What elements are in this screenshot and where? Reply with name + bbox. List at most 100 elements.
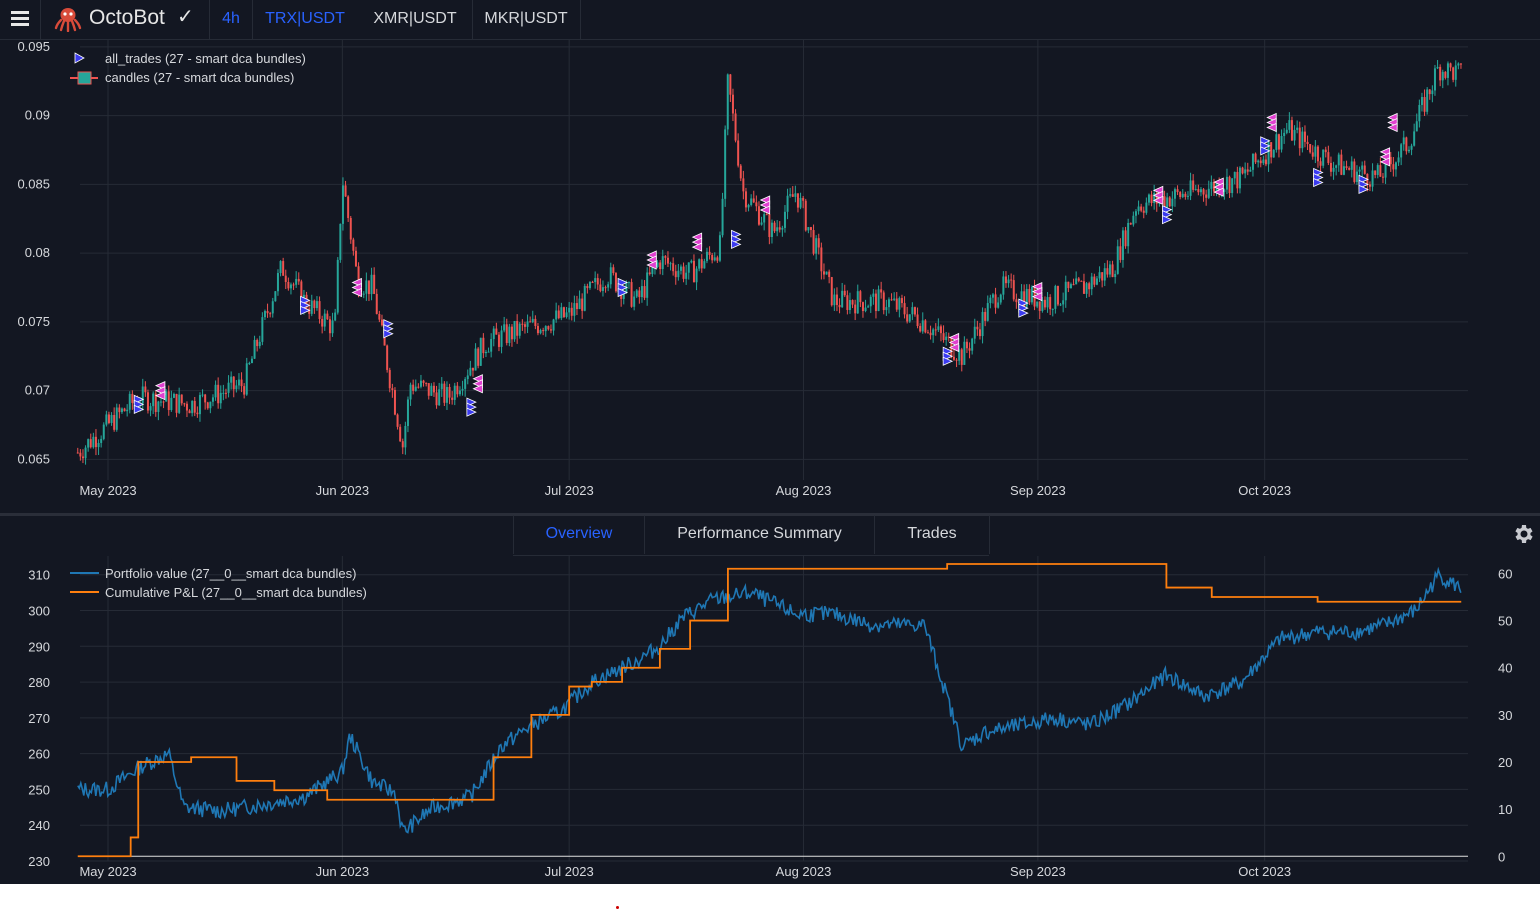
- candle-body: [1142, 210, 1145, 213]
- legend-candles: candles (27 - smart dca bundles): [105, 70, 294, 85]
- bottom-legend: Portfolio value (27__0__smart dca bundle…: [70, 566, 367, 600]
- candle-body: [1119, 246, 1122, 260]
- candle-body: [237, 379, 240, 386]
- candle-body: [887, 299, 890, 308]
- candle-body: [731, 94, 734, 114]
- candle-body: [1012, 280, 1015, 300]
- candle-body: [1355, 171, 1358, 182]
- candle-body: [1446, 63, 1449, 78]
- tab-overview[interactable]: Overview: [513, 515, 644, 554]
- candle-body: [1452, 67, 1455, 80]
- candle-body: [339, 223, 342, 260]
- candle-body: [1212, 181, 1215, 192]
- candle-body: [906, 314, 909, 322]
- candle-body: [856, 291, 859, 314]
- top-gridlines: [80, 40, 1468, 480]
- candle-body: [1361, 165, 1364, 170]
- pane-divider[interactable]: [0, 513, 1540, 516]
- candle-body: [1181, 193, 1184, 198]
- candle-body: [744, 191, 747, 208]
- candle-body: [282, 261, 285, 276]
- candle-body: [885, 307, 888, 311]
- candle-body: [284, 275, 287, 282]
- tab-trades[interactable]: Trades: [874, 515, 990, 554]
- candle-body: [1124, 230, 1127, 247]
- candle-body: [500, 330, 503, 347]
- candle-body: [609, 267, 612, 285]
- sell-trade-marker: [472, 384, 483, 394]
- sell-trade-marker: [1266, 122, 1277, 133]
- portfolio-pnl-chart[interactable]: 310 300 290 280 270 260 250 240 230 60 50 40 30 20 10 0…: [0, 556, 1540, 884]
- candle-body: [630, 282, 633, 307]
- candle-body: [1030, 286, 1033, 303]
- candle-body: [427, 383, 430, 396]
- candle-body: [1236, 171, 1239, 189]
- candle-body: [115, 407, 118, 430]
- symbol-tab-xmr-usdt[interactable]: XMR|USDT: [373, 10, 457, 27]
- symbol-tab-mkr-usdt[interactable]: MKR|USDT: [484, 10, 568, 27]
- candle-body: [1283, 132, 1286, 137]
- candle-body: [791, 194, 794, 197]
- candle-body: [776, 227, 779, 232]
- candle-body: [1459, 63, 1462, 65]
- candle-body: [414, 386, 417, 391]
- candle-body: [1106, 268, 1109, 275]
- top-x-tick-label: Sep 2023: [1010, 483, 1066, 498]
- candle-body: [929, 332, 932, 336]
- candle-body: [1254, 153, 1257, 163]
- candle-body: [1129, 222, 1132, 225]
- bottom-right-y-tick-label: 60: [1498, 566, 1512, 581]
- symbol-tab-trx-usdt[interactable]: TRX|USDT: [265, 10, 345, 27]
- candle-body: [913, 307, 916, 315]
- top-y-tick-label: 0.08: [25, 245, 50, 260]
- candle-body: [1400, 144, 1403, 158]
- candle-body: [445, 387, 448, 403]
- candle-body: [1267, 142, 1270, 165]
- candle-body: [921, 320, 924, 332]
- candle-body: [562, 307, 565, 317]
- candle-body: [1134, 211, 1137, 216]
- candle-body: [534, 318, 537, 327]
- candle-body: [555, 310, 558, 320]
- overview-tabs: Overview Performance Summary Trades: [513, 515, 990, 556]
- candle-body: [1041, 299, 1044, 311]
- candle-body: [141, 386, 144, 404]
- gear-icon[interactable]: [1512, 522, 1536, 546]
- candle-body: [770, 222, 773, 237]
- candle-body: [456, 385, 459, 395]
- tab-performance-summary[interactable]: Performance Summary: [644, 515, 874, 554]
- candle-body: [622, 292, 625, 299]
- candle-body: [601, 287, 604, 291]
- candle-body: [1098, 272, 1101, 279]
- candle-body: [232, 376, 235, 390]
- legend-all-trades: all_trades (27 - smart dca bundles): [105, 51, 306, 66]
- brand[interactable]: OctoBot ✓: [41, 0, 210, 39]
- timeframe-selector[interactable]: 4h: [210, 0, 253, 39]
- candle-body: [1093, 276, 1096, 285]
- candle-body: [1186, 195, 1189, 197]
- candle-body: [581, 298, 584, 311]
- candle-body: [942, 333, 945, 341]
- candle-body: [1262, 159, 1265, 164]
- buy-trade-marker: [1260, 146, 1271, 156]
- candle-body: [999, 294, 1002, 303]
- candle-body: [526, 321, 529, 327]
- candle-body: [1168, 197, 1171, 207]
- candle-body: [432, 385, 435, 393]
- candle-body: [352, 239, 355, 251]
- candlestick-chart[interactable]: 0.095 0.09 0.085 0.08 0.075 0.07 0.065 May 2023…: [0, 40, 1540, 513]
- candle-body: [94, 436, 97, 448]
- candle-body: [679, 266, 682, 271]
- candle-body: [430, 385, 433, 396]
- candle-body: [1199, 189, 1202, 193]
- candle-body: [1381, 176, 1384, 178]
- check-icon: ✓: [177, 6, 194, 28]
- candle-body: [367, 280, 370, 295]
- candle-body: [1140, 206, 1143, 211]
- hamburger-menu-icon[interactable]: [0, 0, 41, 39]
- candle-body: [157, 401, 160, 412]
- candle-body: [991, 294, 994, 298]
- candle-body: [973, 326, 976, 339]
- candle-body: [1054, 286, 1057, 309]
- candle-body: [612, 267, 615, 274]
